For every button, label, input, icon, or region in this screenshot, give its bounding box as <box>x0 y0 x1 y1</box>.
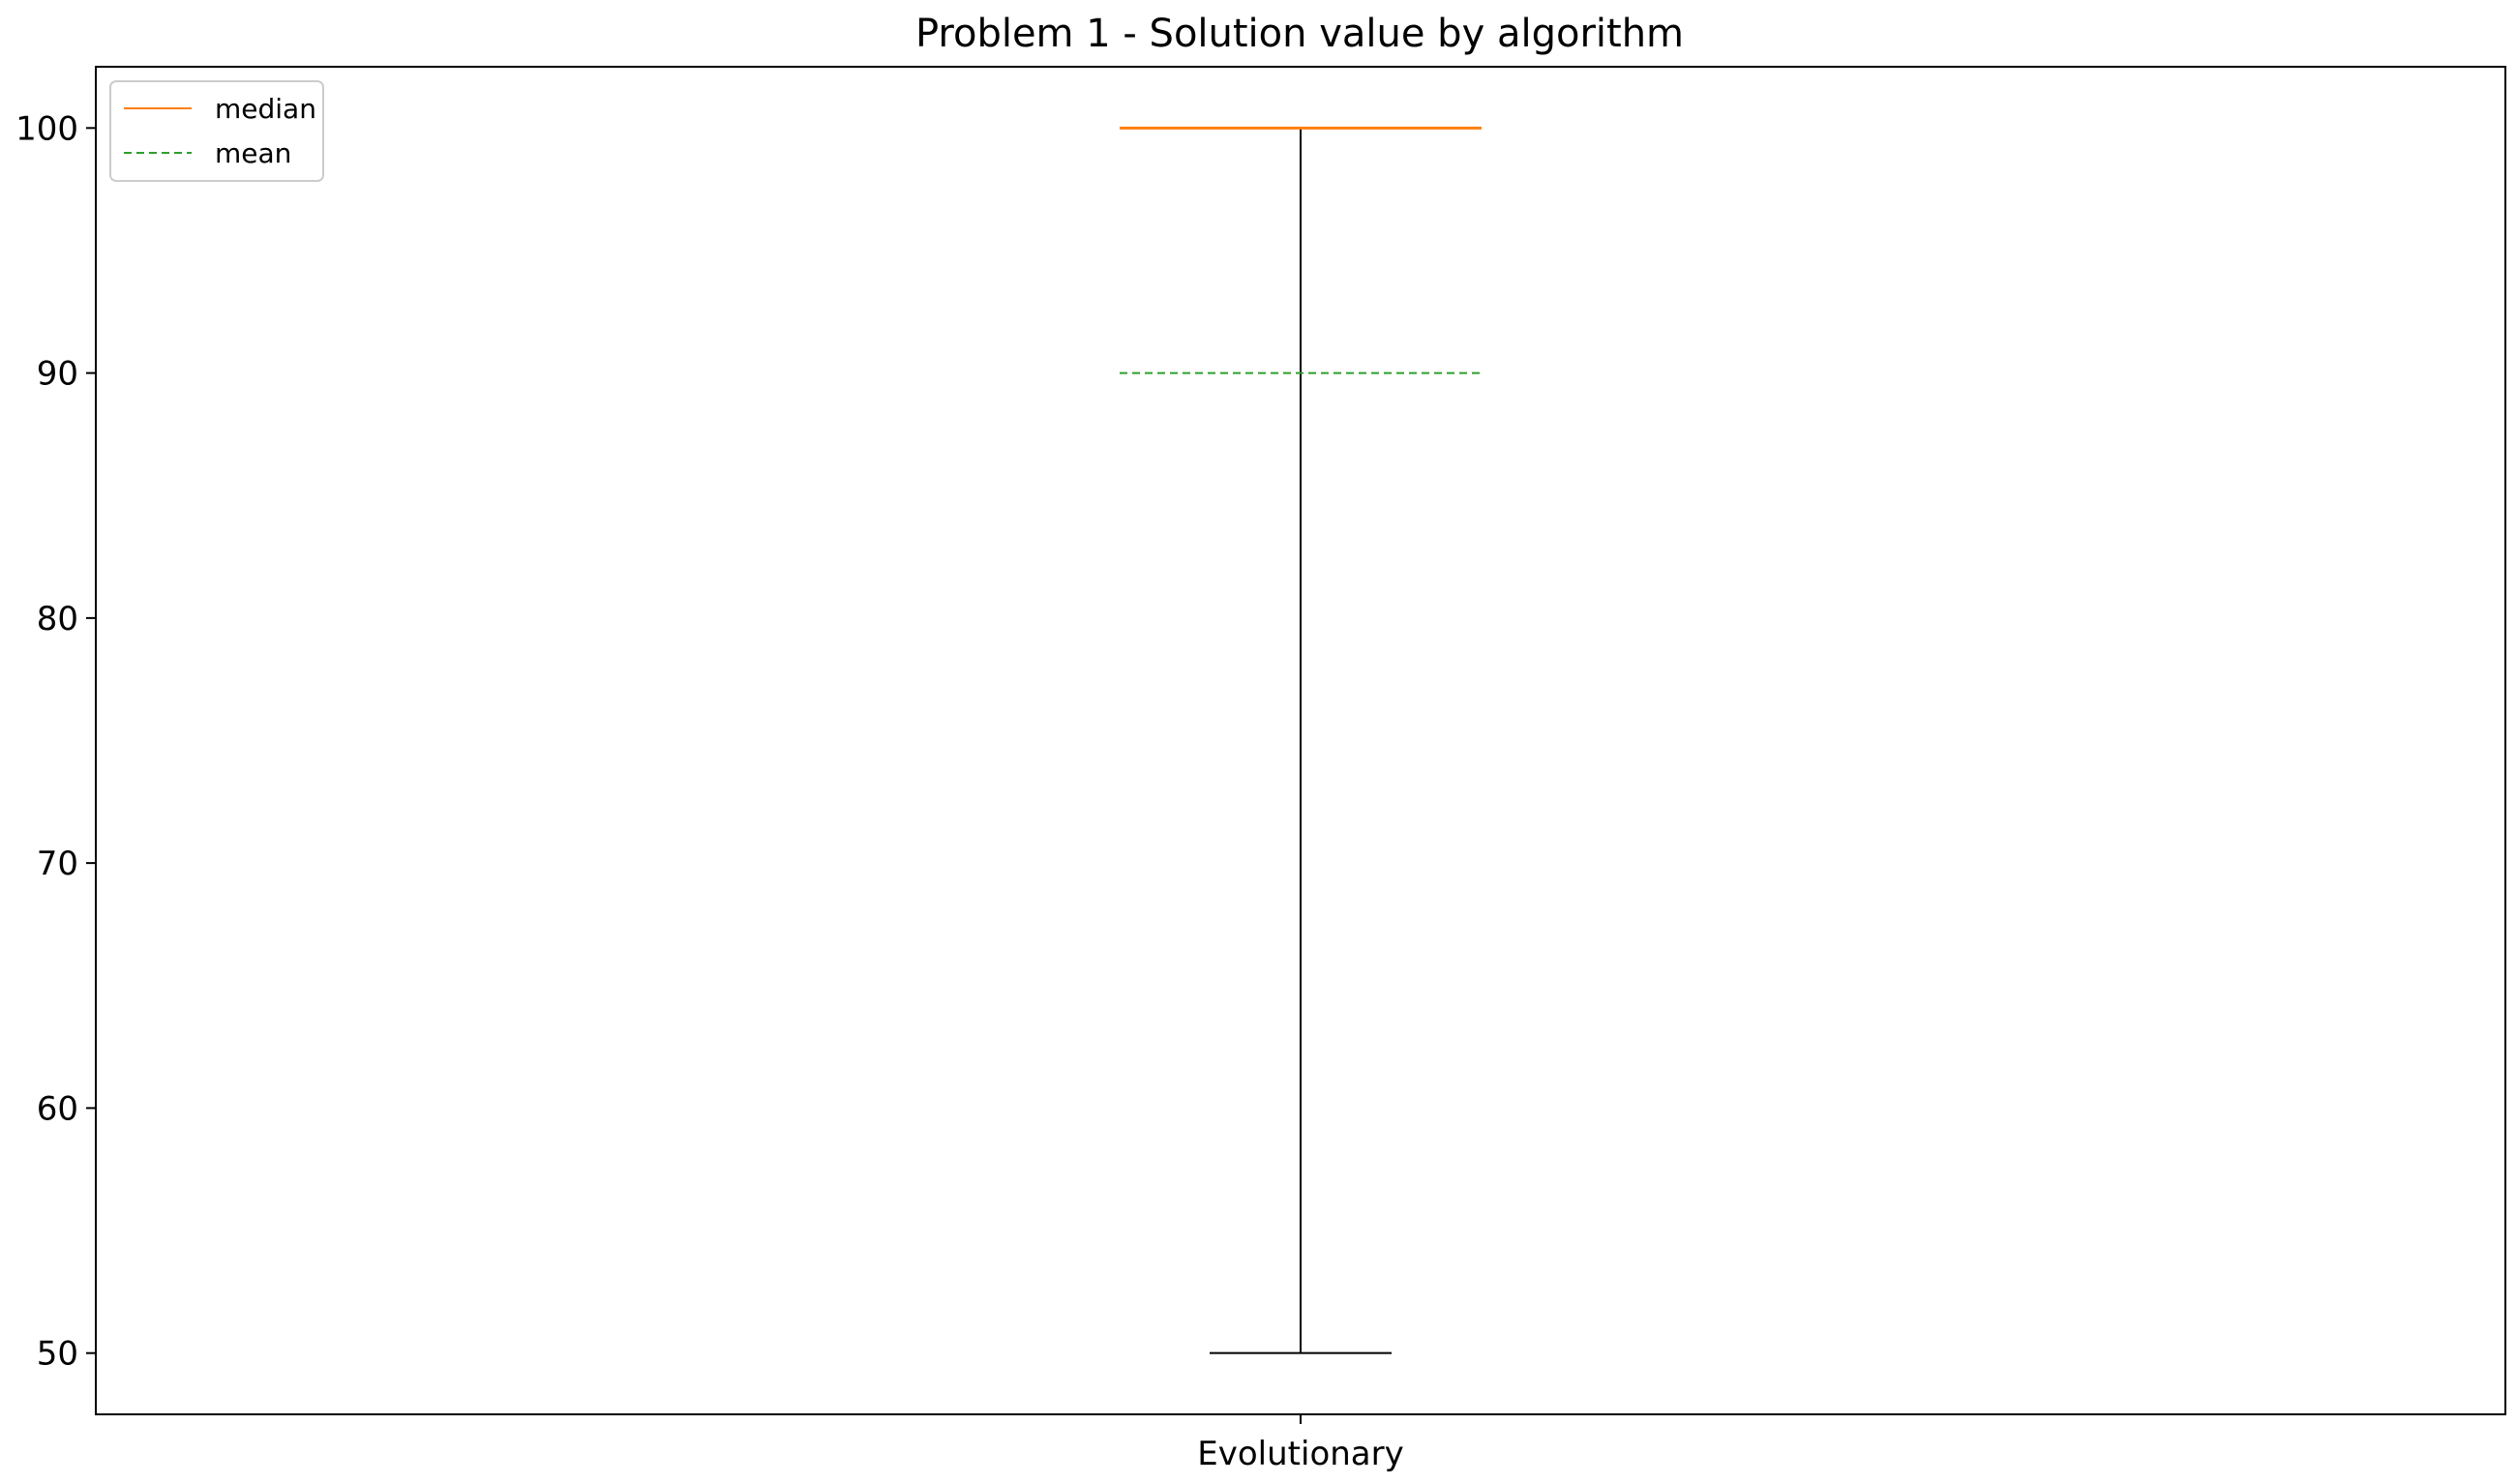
x-axis: Evolutionary <box>1197 1414 1404 1473</box>
box-series <box>1120 126 1482 1354</box>
y-tick-label: 80 <box>37 600 78 638</box>
legend-median-label: median <box>215 93 316 125</box>
x-tick-label: Evolutionary <box>1197 1435 1403 1473</box>
y-tick-label: 90 <box>37 355 78 394</box>
legend: median mean <box>109 80 324 182</box>
legend-frame <box>109 80 324 182</box>
y-axis: 50 60 70 80 90 100 <box>15 109 96 1374</box>
chart-title: Problem 1 - Solution value by algorithm <box>915 12 1684 56</box>
y-tick-label: 70 <box>37 845 78 883</box>
y-tick-label: 50 <box>37 1335 78 1374</box>
y-tick-label: 100 <box>15 109 78 148</box>
y-tick-label: 60 <box>37 1089 78 1128</box>
legend-mean-label: mean <box>215 137 291 169</box>
